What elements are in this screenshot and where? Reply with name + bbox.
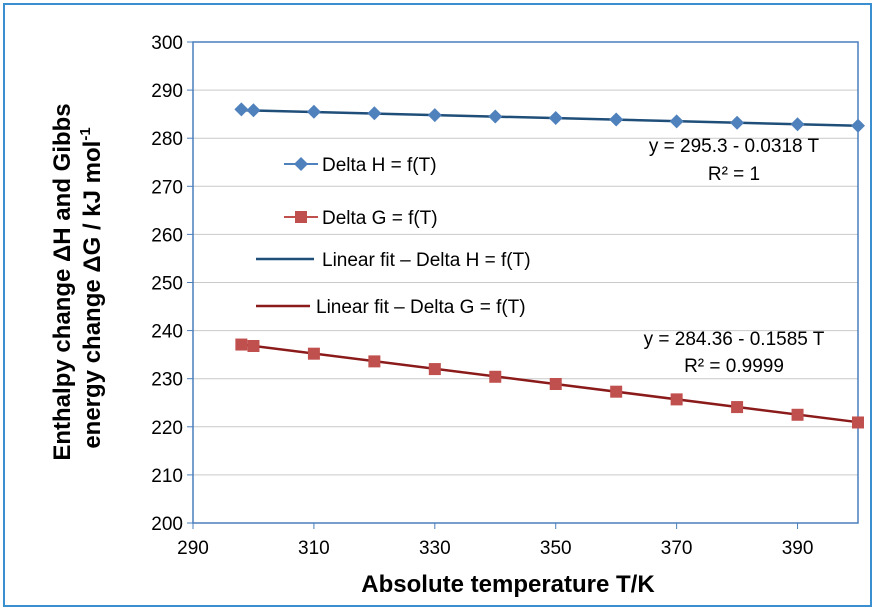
y-tick-label: 200 [151,514,183,535]
y-axis-title: Enthalpy change ΔH and Gibbs energy chan… [49,103,106,460]
g-fit-r2: R² = 0.9999 [684,356,784,377]
legend-g-marker-square-icon [295,211,307,223]
legend-label-delta-h: Delta H = f(T) [322,155,437,176]
y-tick-label: 290 [151,81,183,102]
delta-h-point [548,110,563,125]
x-tick-label: 330 [419,538,451,559]
delta-g-point [368,355,381,368]
y-tick-label: 230 [151,370,183,391]
y-tick-label: 220 [151,418,183,439]
y-tick-label: 260 [151,225,183,246]
x-axis-ticks: 290 310 330 350 370 390 [177,523,813,559]
delta-g-point [489,370,502,383]
delta-g-point [428,363,441,376]
delta-g-point [549,377,562,390]
legend-label-g-fit: Linear fit – Delta G = f(T) [316,297,526,318]
x-tick-label: 390 [782,538,814,559]
delta-g-point [235,338,248,351]
h-fit-r2: R² = 1 [708,164,760,185]
g-fit-line [241,343,859,424]
delta-h-point [488,109,503,124]
delta-g-point [307,347,320,360]
delta-h-point [234,102,249,117]
delta-g-point [731,401,744,414]
delta-h-point [609,112,624,127]
delta-h-point [669,114,684,129]
y-tick-label: 300 [151,33,183,54]
delta-h-point [246,103,261,118]
legend: Delta H = f(T) Delta G = f(T) Linear fit… [256,155,531,318]
legend-h-marker-diamond-icon [294,157,308,171]
delta-h-point [306,104,321,119]
delta-h-point [730,115,745,130]
x-tick-label: 290 [177,538,209,559]
data-markers [234,102,865,429]
delta-g-point [610,385,623,398]
y-tick-label: 280 [151,129,183,150]
g-fit-equation: y = 284.36 - 0.1585 T [644,329,825,350]
delta-g-point [791,408,804,421]
x-tick-label: 350 [540,538,572,559]
x-tick-label: 310 [298,538,330,559]
legend-label-delta-g: Delta G = f(T) [322,208,438,229]
y-tick-label: 270 [151,177,183,198]
delta-h-point [790,117,805,132]
chart-frame [3,3,872,607]
delta-g-point [247,339,260,352]
x-tick-label: 370 [661,538,693,559]
y-axis-ticks: 200 210 220 230 240 250 260 270 280 290 300 [151,33,193,535]
y-axis-title-line1: Enthalpy change ΔH and Gibbs [49,103,76,460]
y-tick-label: 250 [151,274,183,295]
y-axis-title-line2: energy change ΔG / kJ mol-1 [77,127,106,448]
delta-g-point [852,416,864,429]
legend-label-h-fit: Linear fit – Delta H = f(T) [322,250,531,271]
x-axis-title: Absolute temperature T/K [361,571,655,598]
h-fit-equation: y = 295.3 - 0.0318 T [649,136,820,157]
grid [193,89,858,476]
y-tick-label: 240 [151,322,183,343]
delta-h-point [851,118,865,133]
delta-h-point [367,106,382,121]
y-tick-label: 210 [151,466,183,487]
delta-h-point [427,108,442,123]
delta-g-point [670,393,683,406]
